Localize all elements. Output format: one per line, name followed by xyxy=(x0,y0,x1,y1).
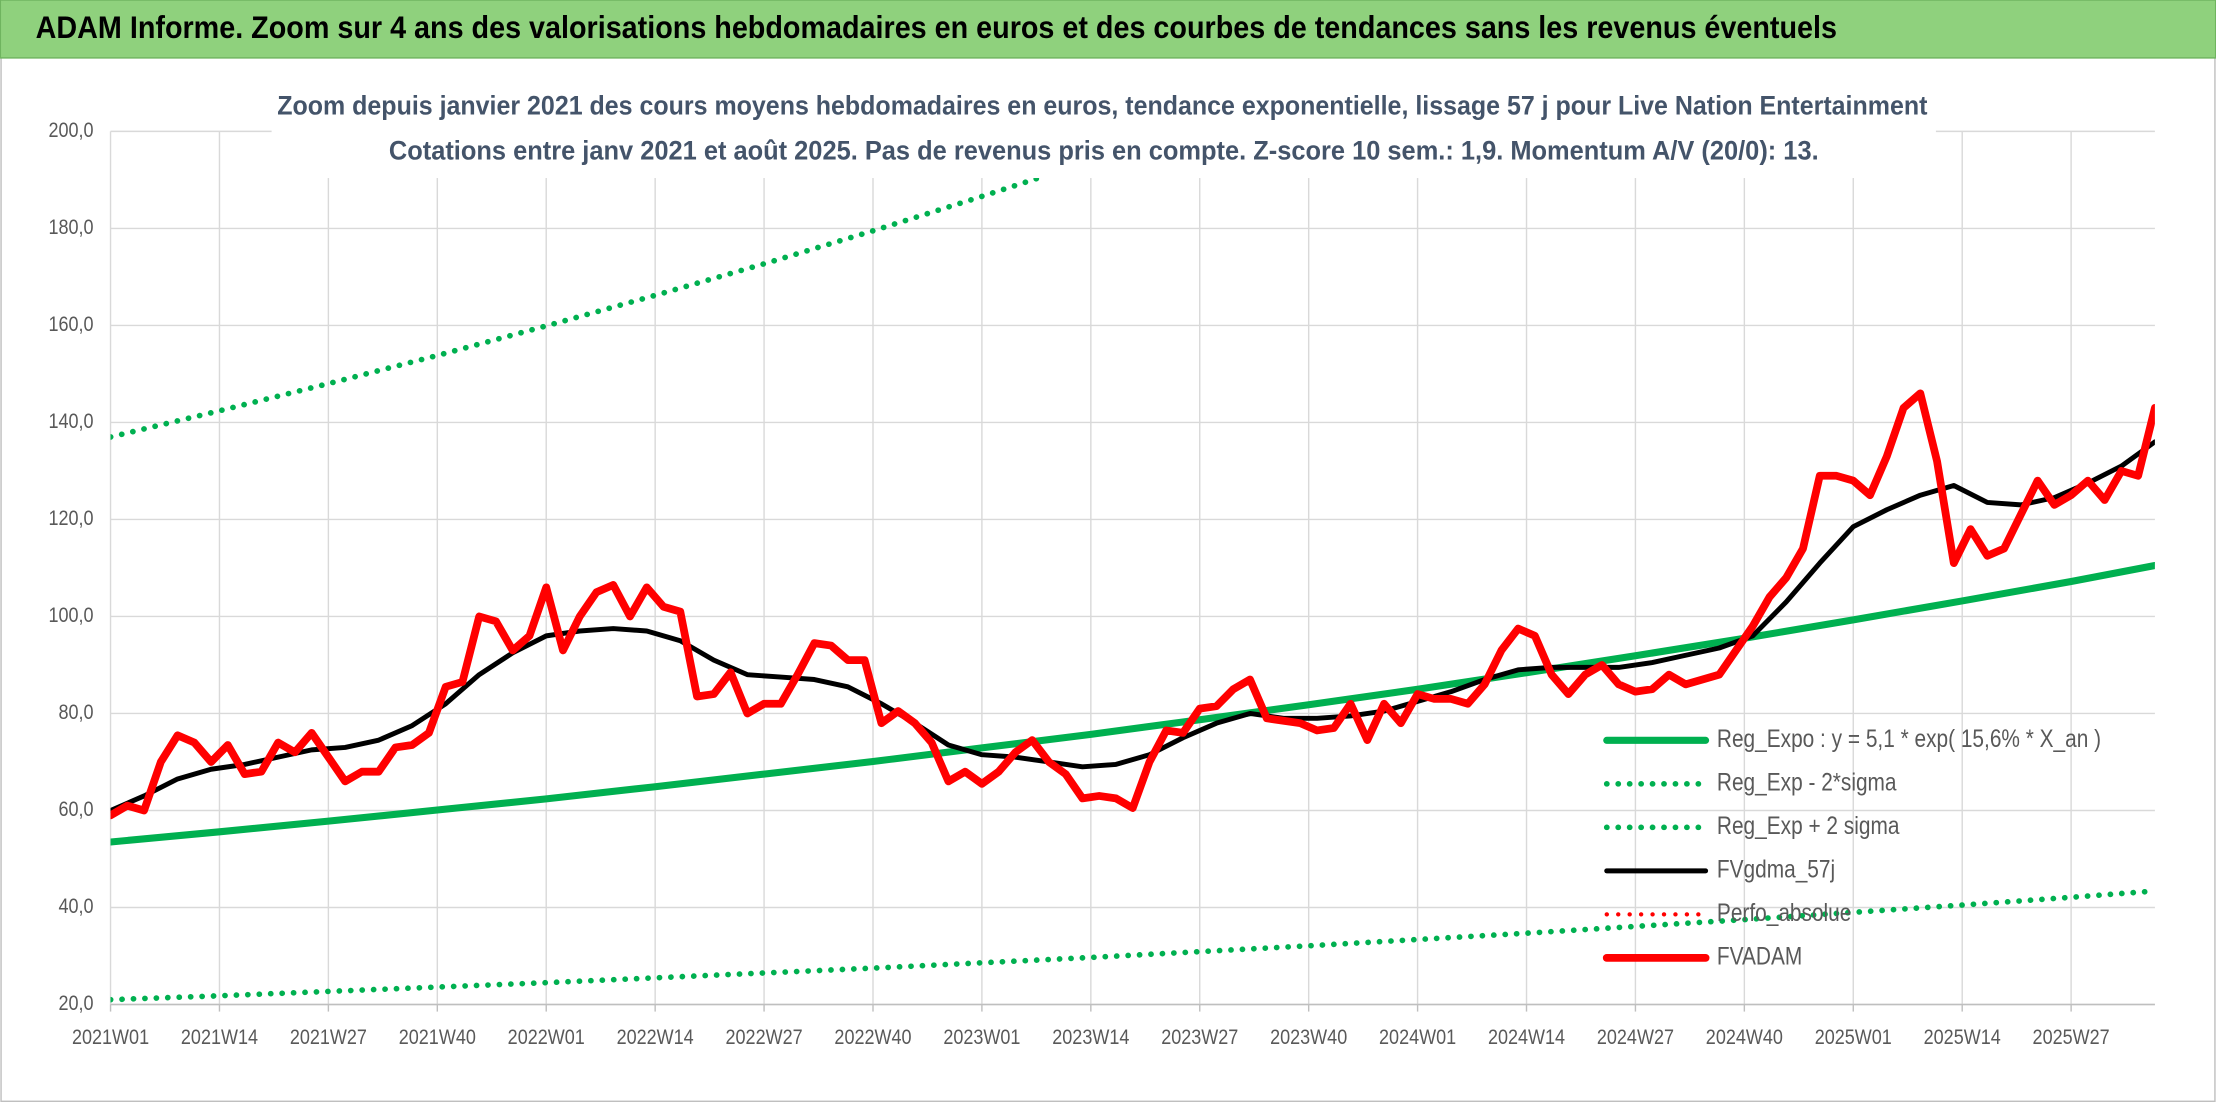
legend-label: Reg_Expo : y = 5,1 * exp( 15,6% * X_an ) xyxy=(1717,725,2101,753)
legend-label: FVgdma_57j xyxy=(1717,856,1835,884)
chart-subtitle: Cotations entre janv 2021 et août 2025. … xyxy=(389,136,1819,166)
y-tick-label: 120,0 xyxy=(49,507,94,530)
title-banner xyxy=(0,0,2216,59)
legend: Reg_Expo : y = 5,1 * exp( 15,6% * X_an )… xyxy=(1602,725,2101,971)
y-tick-label: 100,0 xyxy=(49,604,94,627)
x-tick-label: 2025W01 xyxy=(1815,1026,1892,1049)
chart-subtitle: Zoom depuis janvier 2021 des cours moyen… xyxy=(277,90,1927,120)
x-tick-label: 2021W27 xyxy=(290,1026,367,1049)
x-tick-label: 2021W40 xyxy=(399,1026,476,1049)
x-tick-label: 2024W40 xyxy=(1706,1026,1783,1049)
x-tick-label: 2024W14 xyxy=(1488,1026,1565,1049)
series-line xyxy=(110,888,2155,1003)
y-tick-label: 80,0 xyxy=(59,701,94,724)
x-tick-label: 2023W01 xyxy=(943,1026,1020,1049)
x-tick-label: 2023W40 xyxy=(1270,1026,1347,1049)
y-tick-label: 140,0 xyxy=(49,410,94,433)
y-tick-label: 200,0 xyxy=(49,119,94,142)
x-tick-label: 2021W14 xyxy=(181,1026,258,1049)
y-tick-label: 160,0 xyxy=(49,313,94,336)
x-tick-label: 2024W27 xyxy=(1597,1026,1674,1049)
series-line xyxy=(110,561,2155,846)
axes: 20,0 40,0 60,0 80,0 100,0 120,0 140,0 160,0 180,… xyxy=(49,119,2155,1049)
series-line xyxy=(110,389,2155,820)
x-tick-label: 2025W14 xyxy=(1924,1026,2001,1049)
x-tick-label: 2023W14 xyxy=(1052,1026,1129,1049)
legend-label: Reg_Exp - 2*sigma xyxy=(1717,769,1897,797)
x-tick-label: 2025W27 xyxy=(2033,1026,2110,1049)
series-line xyxy=(110,439,2155,813)
legend-label: Reg_Exp + 2 sigma xyxy=(1717,812,1900,840)
x-tick-label: 2022W14 xyxy=(617,1026,694,1049)
x-tick-label: 2024W01 xyxy=(1379,1026,1456,1049)
y-tick-label: 20,0 xyxy=(59,992,94,1015)
legend-label: FVADAM xyxy=(1717,943,1802,971)
x-tick-label: 2022W40 xyxy=(834,1026,911,1049)
x-tick-label: 2022W01 xyxy=(508,1026,585,1049)
x-tick-label: 2022W27 xyxy=(726,1026,803,1049)
y-tick-label: 180,0 xyxy=(49,216,94,239)
subtitle-box xyxy=(271,81,1936,179)
y-tick-label: 60,0 xyxy=(59,798,94,821)
legend-label: Perfo_absolue xyxy=(1717,899,1851,927)
y-tick-label: 40,0 xyxy=(59,895,94,918)
x-tick-label: 2023W27 xyxy=(1161,1026,1238,1049)
x-tick-label: 2021W01 xyxy=(72,1026,149,1049)
chart-title: ADAM Informe. Zoom sur 4 ans des valoris… xyxy=(36,10,1837,45)
